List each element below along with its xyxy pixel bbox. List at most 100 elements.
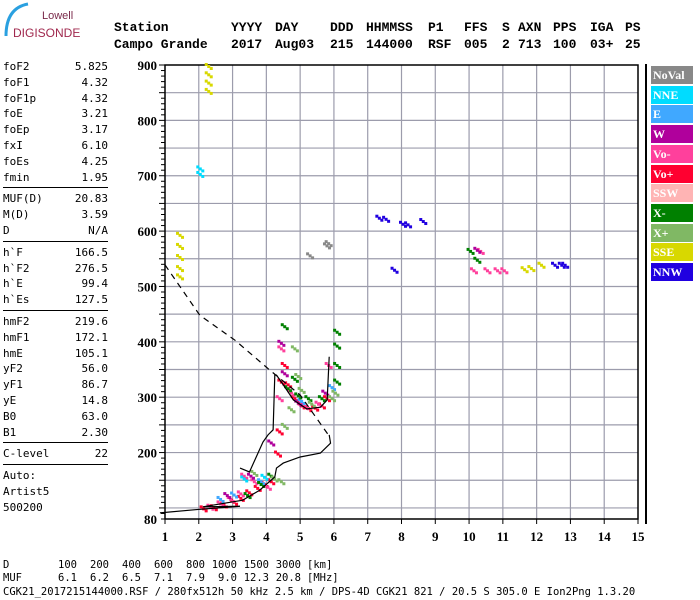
param-value: 166.5 [74, 245, 108, 259]
echo-point [221, 504, 225, 508]
echo-point [176, 273, 180, 277]
param-row: h`F2 276.5 [3, 262, 108, 275]
echo-point [216, 500, 220, 504]
echo-point [328, 395, 332, 399]
echo-point [256, 486, 260, 490]
echo-point [198, 167, 202, 171]
param-name: MUF(D) [3, 192, 43, 206]
echo-point [488, 271, 492, 275]
echo-point [181, 246, 185, 250]
param-row: fxI 6.10 [3, 139, 108, 152]
y-tick-label: 300 [138, 390, 158, 405]
y-tick-label: 700 [138, 169, 158, 184]
echo-point [473, 256, 477, 260]
echo-point [178, 256, 182, 260]
legend-item-noval: NoVal [651, 66, 693, 84]
param-value: 22 [94, 447, 108, 461]
header-value: 25 [625, 37, 641, 52]
param-name: M(D) [3, 208, 30, 222]
echo-point [404, 224, 407, 228]
echo-point [478, 250, 482, 254]
echo-point [304, 395, 308, 399]
echo-point [322, 395, 326, 399]
echo-point [290, 391, 294, 395]
header-label: Station [114, 20, 169, 35]
header-value: 2017 [231, 37, 263, 52]
muf-value: 7.1 [154, 572, 173, 584]
d-value: 3000 [275, 559, 301, 571]
echo-point [310, 402, 314, 406]
echo-point [232, 493, 236, 497]
echo-point [285, 327, 289, 331]
echo-point [562, 265, 566, 269]
echo-point [279, 341, 283, 345]
echo-point [481, 251, 485, 255]
echo-point [335, 344, 339, 348]
echo-point [335, 363, 339, 367]
echo-point [207, 73, 211, 77]
x-tick-label: 7 [364, 529, 371, 544]
muf-label: MUF [3, 572, 22, 584]
d-value: 600 [154, 559, 173, 571]
echo-point [204, 509, 208, 513]
echo-point [280, 361, 284, 365]
param-value: 4.32 [81, 75, 109, 89]
echo-point [566, 265, 570, 269]
echo-point [537, 261, 541, 265]
echo-point [266, 485, 270, 489]
param-name: h`F [3, 245, 23, 259]
echo-point [211, 507, 215, 511]
echo-point [178, 275, 182, 279]
echo-point [209, 75, 213, 79]
param-row: C-level 22 [3, 447, 108, 460]
header-label: HHMMSS [366, 20, 413, 35]
echo-point [269, 480, 273, 484]
echo-point [245, 479, 249, 483]
profile-curve [159, 434, 332, 514]
echo-point [268, 487, 272, 491]
echo-point [265, 477, 269, 481]
echo-point [485, 269, 489, 273]
param-row: yE 14.8 [3, 394, 108, 407]
param-name: h`F2 [3, 261, 30, 275]
echo-point [527, 265, 531, 269]
muf-row: MUF 6.1 6.2 6.5 7.1 7.9 9.0 12.3 20.8 [MHz] [3, 572, 339, 584]
echo-point [311, 404, 315, 408]
echo-point [209, 83, 213, 87]
param-name: yE [3, 394, 17, 407]
param-row: hmF2 219.6 [3, 315, 108, 328]
muf-value: 6.5 [122, 572, 141, 584]
echo-point [307, 400, 311, 404]
param-name: B0 [3, 409, 17, 423]
header-value: Aug03 [275, 37, 315, 52]
echo-point [384, 217, 388, 221]
param-name: foE [3, 107, 23, 121]
echo-point [207, 65, 211, 68]
param-name: hmE [3, 346, 23, 360]
param-name: D [3, 224, 10, 237]
y-tick-label: 900 [138, 58, 158, 73]
echo-point [475, 258, 479, 262]
echo-point [523, 268, 527, 272]
echo-point [496, 269, 500, 273]
echo-point [296, 375, 300, 379]
echo-point [399, 220, 402, 224]
legend-border [645, 64, 647, 524]
echo-point [324, 240, 328, 244]
header-value: 100 [553, 37, 577, 52]
echo-point [278, 454, 282, 458]
param-row: yF2 56.0 [3, 362, 108, 375]
echo-point [322, 399, 326, 403]
echo-point [302, 390, 306, 394]
echo-point [262, 482, 266, 486]
echo-point [280, 370, 284, 374]
echo-point [248, 496, 252, 500]
echo-point [176, 254, 180, 258]
x-tick-label: 12 [530, 529, 543, 544]
echo-point [239, 496, 243, 500]
echo-point [243, 492, 247, 496]
echo-point [375, 214, 379, 218]
param-value: 4.32 [81, 91, 109, 105]
echo-point [338, 365, 342, 369]
echo-point [404, 221, 408, 225]
